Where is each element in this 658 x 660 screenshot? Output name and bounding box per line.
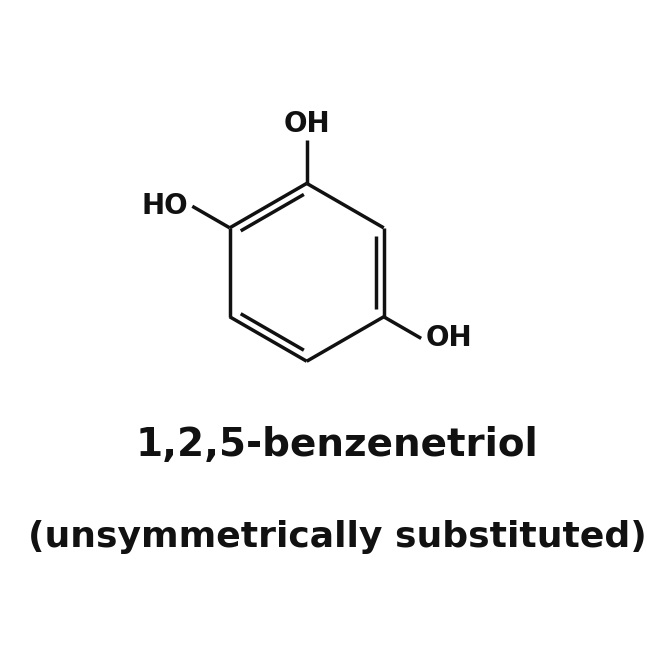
Text: OH: OH <box>425 324 472 352</box>
Text: (unsymmetrically substituted): (unsymmetrically substituted) <box>28 519 647 554</box>
Text: HO: HO <box>141 192 188 220</box>
Text: 1,2,5-benzenetriol: 1,2,5-benzenetriol <box>136 426 539 464</box>
Text: OH: OH <box>284 110 330 138</box>
